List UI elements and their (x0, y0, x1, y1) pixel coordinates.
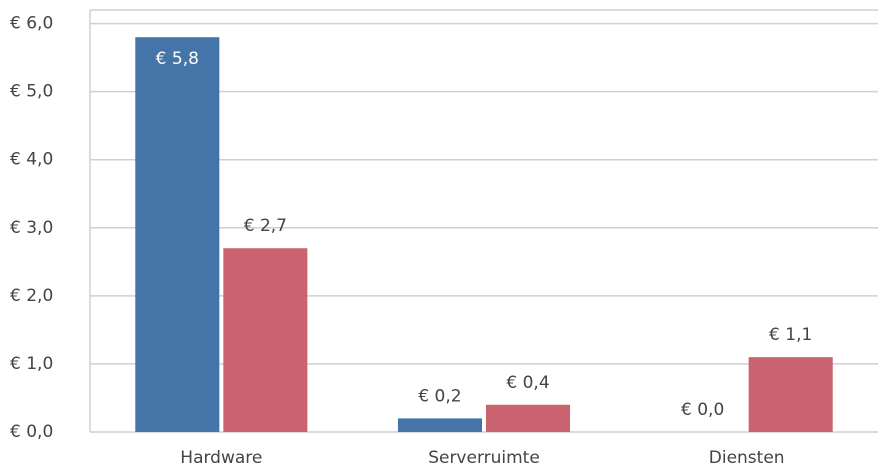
bar (486, 404, 571, 432)
y-tick-label: € 2,0 (10, 286, 53, 306)
value-label: € 1,1 (769, 325, 812, 345)
x-tick-label: Hardware (180, 448, 262, 468)
y-tick-label: € 0,0 (10, 422, 53, 442)
x-tick-label: Diensten (709, 448, 785, 468)
value-label: € 0,2 (418, 386, 461, 406)
bar (748, 357, 833, 432)
value-label: € 5,8 (156, 49, 199, 69)
value-label: € 0,4 (506, 373, 549, 393)
y-tick-label: € 6,0 (10, 14, 53, 34)
value-label: € 2,7 (244, 216, 287, 236)
y-tick-label: € 5,0 (10, 82, 53, 102)
x-tick-label: Serverruimte (428, 448, 540, 468)
bar (397, 418, 482, 432)
bar (223, 248, 308, 432)
bar (135, 37, 220, 433)
value-label: € 0,0 (681, 400, 724, 420)
y-tick-label: € 1,0 (10, 354, 53, 374)
y-tick-label: € 3,0 (10, 218, 53, 238)
y-tick-label: € 4,0 (10, 150, 53, 170)
